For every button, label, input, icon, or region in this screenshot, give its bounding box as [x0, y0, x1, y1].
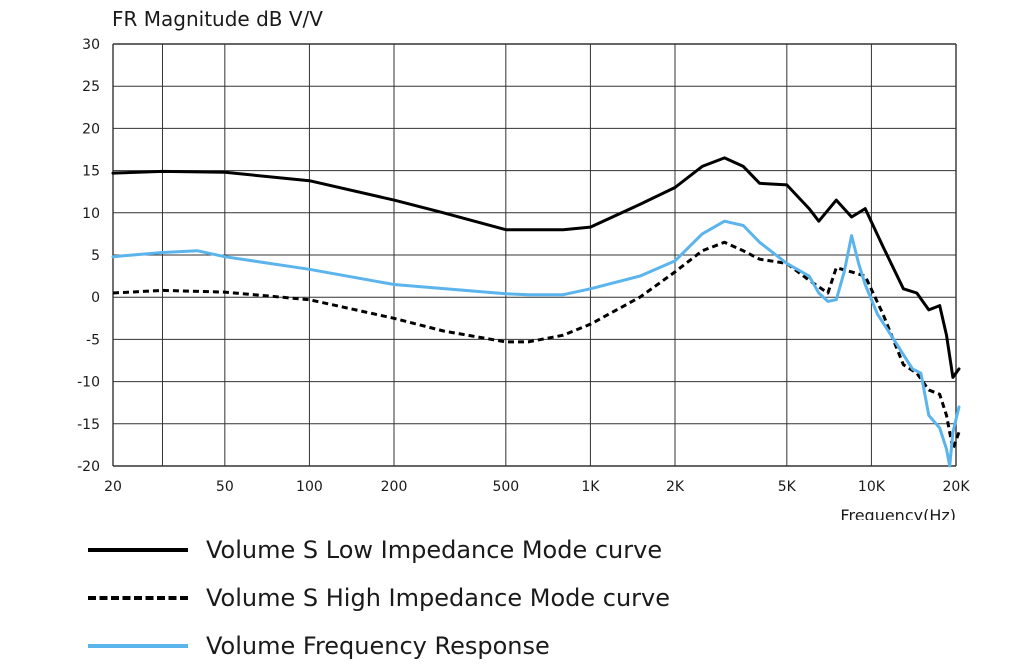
y-tick-label: -15 [77, 417, 100, 433]
legend-item-low-impedance: Volume S Low Impedance Mode curve [88, 526, 788, 574]
x-tick-label: 2K [666, 479, 685, 495]
x-tick-label: 100 [296, 479, 323, 495]
chart-title: FR Magnitude dB V/V [112, 7, 323, 31]
x-tick-label: 10K [858, 479, 886, 495]
y-tick-label: -10 [77, 375, 100, 391]
y-tick-label: -5 [86, 332, 100, 348]
legend-label: Volume Frequency Response [206, 632, 550, 660]
series-line-2 [111, 219, 961, 468]
y-tick-label: 25 [82, 79, 100, 95]
x-tick-label: 200 [381, 479, 408, 495]
legend-item-frequency-response: Volume Frequency Response [88, 622, 788, 670]
legend-swatch-solid-blue [88, 644, 188, 648]
legend-label: Volume S Low Impedance Mode curve [206, 536, 663, 564]
y-tick-label: 30 [82, 37, 100, 53]
x-tick-label: 50 [216, 479, 234, 495]
series-lines [111, 156, 961, 468]
series-line-0 [111, 156, 961, 379]
y-tick-label: 20 [82, 121, 100, 137]
x-tick-label: 20 [104, 479, 122, 495]
y-tick-label: 15 [82, 164, 100, 180]
series-line-1 [112, 240, 961, 451]
grid [112, 43, 957, 467]
x-tick-label: 500 [492, 479, 519, 495]
legend-swatch-solid-black [88, 548, 188, 552]
y-tick-label: 10 [82, 206, 100, 222]
x-tick-label: 5K [778, 479, 797, 495]
legend-swatch-dashed-black [88, 596, 188, 600]
frequency-response-chart: FR Magnitude dB V/V 302520151050-5-10-15… [77, 7, 970, 520]
x-axis-label: Frequency(Hz) [840, 506, 956, 520]
y-tick-label: 0 [91, 290, 100, 306]
y-tick-label: -20 [77, 459, 100, 475]
legend: Volume S Low Impedance Mode curve Volume… [88, 526, 788, 670]
y-tick-label: 5 [91, 248, 100, 264]
legend-item-high-impedance: Volume S High Impedance Mode curve [88, 574, 788, 622]
x-tick-label: 1K [581, 479, 600, 495]
x-tick-label: 20K [943, 479, 971, 495]
legend-label: Volume S High Impedance Mode curve [206, 584, 671, 612]
